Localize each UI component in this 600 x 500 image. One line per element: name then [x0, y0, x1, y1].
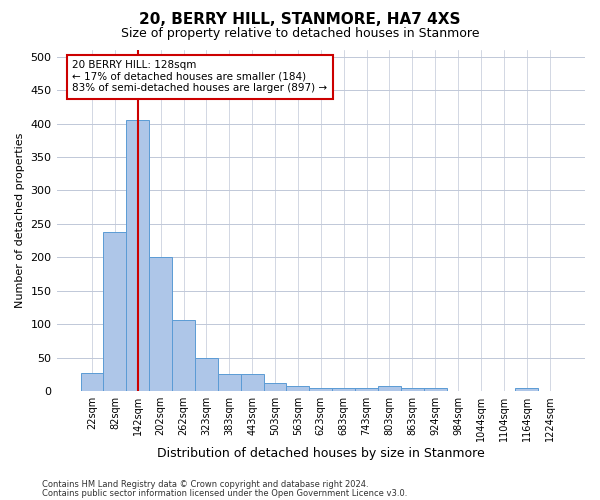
X-axis label: Distribution of detached houses by size in Stanmore: Distribution of detached houses by size …	[157, 447, 485, 460]
Bar	[401, 388, 424, 391]
Bar	[263, 383, 286, 391]
Text: 20 BERRY HILL: 128sqm
← 17% of detached houses are smaller (184)
83% of semi-det: 20 BERRY HILL: 128sqm ← 17% of detached …	[73, 60, 328, 94]
Bar	[195, 358, 218, 391]
Bar	[286, 386, 310, 391]
Bar	[241, 374, 263, 391]
Bar	[80, 373, 103, 391]
Bar	[218, 374, 241, 391]
Text: Contains public sector information licensed under the Open Government Licence v3: Contains public sector information licen…	[42, 488, 407, 498]
Bar	[103, 232, 127, 391]
Bar	[149, 258, 172, 391]
Bar	[424, 388, 446, 391]
Y-axis label: Number of detached properties: Number of detached properties	[15, 133, 25, 308]
Bar	[310, 388, 332, 391]
Bar	[127, 120, 149, 391]
Text: 20, BERRY HILL, STANMORE, HA7 4XS: 20, BERRY HILL, STANMORE, HA7 4XS	[139, 12, 461, 28]
Bar	[378, 386, 401, 391]
Text: Size of property relative to detached houses in Stanmore: Size of property relative to detached ho…	[121, 28, 479, 40]
Bar	[172, 320, 195, 391]
Bar	[355, 388, 378, 391]
Text: Contains HM Land Registry data © Crown copyright and database right 2024.: Contains HM Land Registry data © Crown c…	[42, 480, 368, 489]
Bar	[332, 388, 355, 391]
Bar	[515, 388, 538, 391]
